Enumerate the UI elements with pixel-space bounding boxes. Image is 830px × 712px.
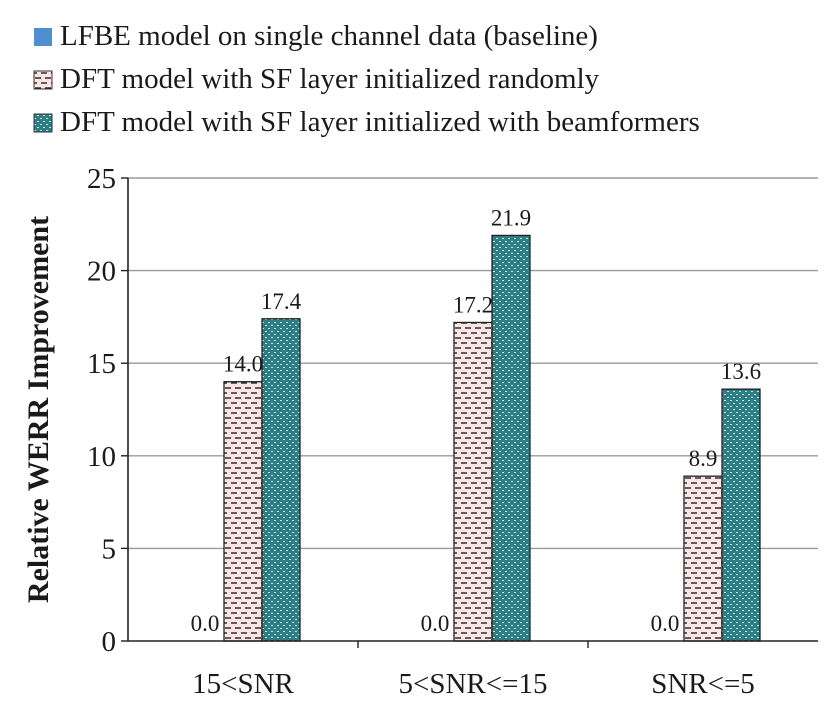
legend-swatch-3 [33, 113, 53, 133]
y-tick-label: 10 [87, 441, 116, 473]
legend-label-3: DFT model with SF layer initialized with… [60, 106, 700, 138]
data-label-2-1: 14.0 [223, 352, 263, 377]
data-labels: 0.0 14.0 17.4 0.0 17.2 21.9 0.0 8.9 13.6 [191, 205, 762, 636]
x-category-label: SNR<=5 [651, 668, 755, 700]
bar-2-1 [223, 381, 263, 642]
y-tick-label: 20 [87, 256, 116, 288]
data-label-1-3: 0.0 [651, 611, 680, 636]
data-label-1-2: 0.0 [421, 611, 450, 636]
y-tick-label: 25 [87, 163, 116, 195]
bar-3-3 [721, 388, 761, 642]
legend-swatch-1 [34, 28, 52, 46]
legend-swatch-2 [33, 70, 53, 90]
bar-2-2 [453, 321, 493, 642]
bar-3-2 [491, 234, 531, 642]
legend-label-1: LFBE model on single channel data (basel… [60, 20, 598, 52]
data-label-1-1: 0.0 [191, 611, 220, 636]
y-axis-title: Relative WERR Improvement [22, 216, 55, 603]
legend-label-2: DFT model with SF layer initialized rand… [60, 63, 600, 95]
legend: LFBE model on single channel data (basel… [33, 20, 700, 138]
bar-2-3 [683, 475, 723, 642]
data-label-2-2: 17.2 [453, 292, 493, 317]
axes: 0 5 10 15 20 25 Relative WERR Improvement 15<SN… [22, 163, 818, 700]
y-tick-label: 0 [102, 626, 117, 658]
bars [223, 234, 761, 642]
data-label-2-3: 8.9 [689, 446, 718, 471]
bar-3-1 [261, 318, 301, 642]
x-category-label: 15<SNR [192, 668, 294, 700]
data-label-3-1: 17.4 [261, 289, 302, 314]
y-tick-label: 15 [87, 348, 116, 380]
data-label-3-3: 13.6 [721, 359, 761, 384]
x-category-label: 5<SNR<=15 [399, 668, 548, 700]
y-tick-label: 5 [102, 533, 117, 565]
data-label-3-2: 21.9 [491, 205, 531, 230]
